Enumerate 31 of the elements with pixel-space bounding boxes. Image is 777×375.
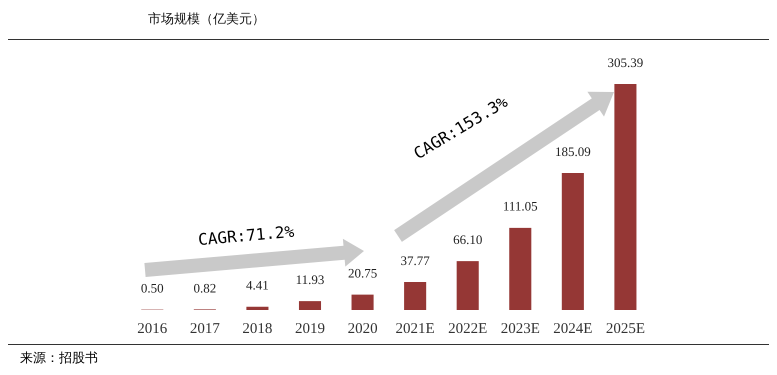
x-tick-label: 2020 — [348, 320, 378, 337]
annotation: CAGR:71.2% — [197, 222, 295, 250]
data-label: 37.77 — [400, 252, 430, 268]
x-tick-label: 2023E — [500, 320, 540, 337]
data-label: 66.10 — [453, 232, 482, 248]
x-tick-label: 2018 — [242, 320, 272, 337]
bar — [614, 84, 636, 310]
bar — [456, 261, 479, 310]
data-label: 4.41 — [246, 278, 269, 293]
bar — [404, 282, 426, 310]
data-label: 0.82 — [193, 280, 216, 296]
x-tick-label: 2024E — [553, 320, 592, 337]
bar — [352, 294, 374, 310]
x-tick-label: 2019 — [294, 320, 325, 337]
source-note: 来源：招股书 — [20, 350, 98, 367]
x-tick-label: 2017 — [190, 320, 220, 337]
bar — [562, 173, 584, 310]
data-label: 11.93 — [296, 272, 324, 288]
bar — [246, 306, 268, 310]
data-label: 305.39 — [608, 54, 644, 70]
bar — [298, 301, 322, 310]
x-tick-label: 2025E — [606, 320, 646, 337]
x-tick-label: 2021E — [396, 320, 435, 337]
data-label: 111.05 — [502, 198, 538, 214]
data-label: 20.75 — [348, 266, 378, 281]
chart-title: 市场规模（亿美元） — [148, 11, 265, 28]
bar — [509, 228, 532, 310]
x-tick-label: 2022E — [448, 320, 488, 337]
x-tick-label: 2016 — [137, 320, 168, 337]
data-label: 185.09 — [554, 144, 591, 159]
data-label: 0.50 — [140, 280, 164, 296]
